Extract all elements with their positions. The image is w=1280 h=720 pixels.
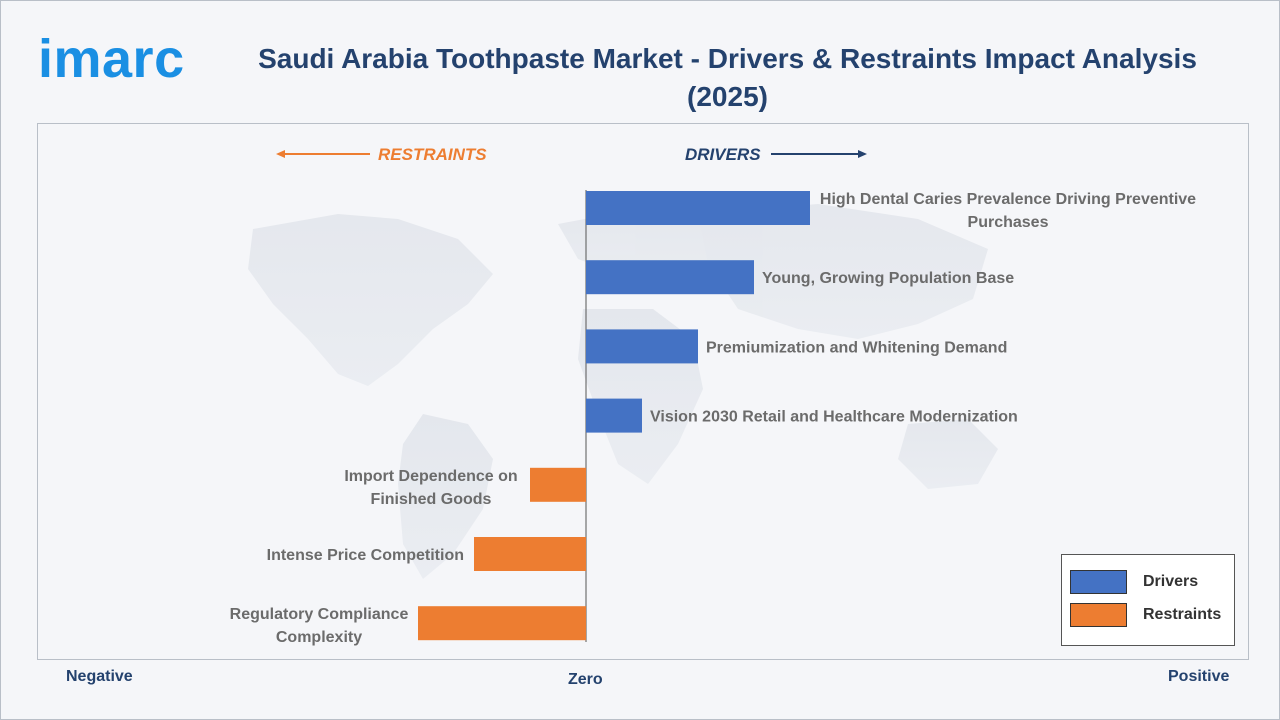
legend: Drivers Restraints [1061, 554, 1235, 646]
bar-label-4: Import Dependence on Finished Goods [344, 468, 517, 508]
drivers-direction-label: DRIVERS [685, 145, 761, 164]
chart-svg: RESTRAINTS DRIVERS High Dental Caries Prev… [230, 145, 1197, 646]
bar-restraint-5 [474, 537, 586, 571]
bar-driver-3 [586, 398, 642, 433]
legend-label-restraints: Restraints [1143, 606, 1222, 623]
bar-label-1: Young, Growing Population Base [762, 270, 1014, 287]
bar-driver-0 [586, 191, 810, 225]
legend-swatch-drivers [1070, 570, 1127, 594]
bar-label-0: High Dental Caries Prevalence Driving Pr… [820, 191, 1196, 231]
axis-zero-label: Zero [568, 671, 603, 688]
plot-area: RESTRAINTS DRIVERS High Dental Caries Prev… [37, 123, 1249, 660]
bar-label-2: Premiumization and Whitening Demand [706, 339, 1007, 356]
bar-label-3: Vision 2030 Retail and Healthcare Modern… [650, 409, 1018, 426]
drivers-arrowhead [858, 150, 867, 158]
bar-driver-2 [586, 329, 698, 364]
legend-swatch-restraints [1070, 603, 1127, 627]
bar-driver-1 [586, 260, 754, 295]
logo-text: imarc [38, 29, 185, 89]
legend-label-drivers: Drivers [1143, 573, 1199, 590]
bar-label-6: Regulatory Compliance Complexity [230, 606, 409, 646]
axis-positive-label: Positive [1168, 668, 1230, 685]
imarc-logo: imarc [20, 14, 205, 89]
legend-item-restraints: Restraints [1070, 602, 1221, 628]
axis-negative-label: Negative [66, 668, 133, 685]
restraints-arrowhead [276, 150, 285, 158]
restraints-direction-label: RESTRAINTS [378, 145, 487, 164]
bar-restraint-6 [418, 606, 586, 641]
chart-title: Saudi Arabia Toothpaste Market - Drivers… [258, 43, 1197, 112]
legend-item-drivers: Drivers [1070, 569, 1198, 595]
bar-restraint-4 [530, 467, 586, 502]
bar-label-5: Intense Price Competition [267, 547, 464, 564]
